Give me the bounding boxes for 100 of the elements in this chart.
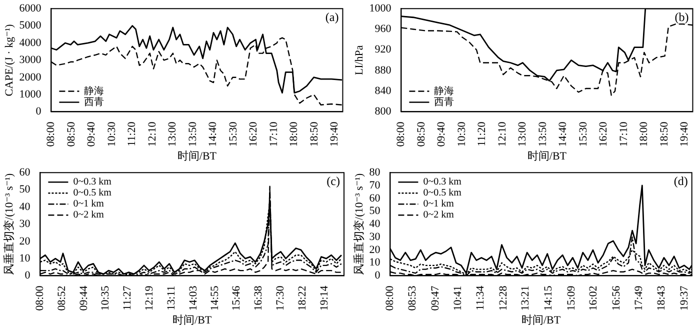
x-tick-label: 10:30	[106, 121, 118, 147]
x-tick-label: 16:02	[588, 286, 600, 311]
x-tick-label: 14:40	[207, 121, 220, 147]
x-tick-label: 18:22	[296, 286, 309, 311]
y-tick-label: 920	[374, 44, 392, 56]
x-tick-label: 11:20	[126, 121, 138, 146]
x-tick-label: 09:40	[86, 121, 98, 147]
x-tick-label: 14:40	[557, 121, 570, 147]
y-tick-label: 0	[374, 270, 381, 282]
x-tick-label: 16:38	[252, 285, 265, 311]
x-tick-label: 10:35	[99, 285, 112, 311]
y-tick-label: 40	[369, 218, 381, 230]
y-tick-label: 20	[369, 244, 381, 256]
x-tick-label: 12:10	[146, 121, 158, 147]
x-tick-label: 14:55	[209, 285, 222, 311]
x-tick-label: 18:00	[638, 121, 650, 147]
x-tick-label: 15:30	[227, 121, 240, 147]
x-tick-label: 15:30	[577, 121, 590, 147]
x-tick-label: 13:50	[186, 121, 199, 147]
x-tick-label: 08:52	[56, 286, 68, 311]
y-axis-title: LI/hPa	[353, 45, 366, 76]
x-tick-label: 15:09	[565, 285, 578, 311]
x-tick-label: 17:49	[632, 285, 645, 311]
y-tick-label: 960	[374, 23, 392, 36]
x-tick-label: 13:50	[536, 121, 549, 147]
legend-label: 0~0.3 km	[73, 176, 112, 188]
legend-label: 静海	[434, 84, 454, 97]
y-tick-label: 30	[19, 218, 31, 230]
y-tick-label: 80	[369, 166, 381, 178]
legend-label: 西青	[434, 96, 454, 108]
x-tick-label: 18:00	[288, 121, 300, 147]
x-tick-label: 12:28	[497, 285, 510, 311]
x-tick-label: 19:40	[678, 121, 691, 147]
x-tick-label: 19:37	[678, 285, 691, 311]
annotation: (c)	[326, 174, 340, 188]
y-axis-title: 风垂直切变/(10⁻³ s⁻¹)	[2, 173, 16, 275]
x-tick-label: 08:00	[395, 121, 408, 147]
y-tick-label: 10	[369, 256, 381, 269]
y-tick-label: 1000	[19, 88, 42, 100]
y-tick-label: 20	[19, 235, 31, 248]
y-tick-label: 840	[374, 85, 392, 98]
legend-label: 西青	[84, 96, 104, 108]
legend-label: 0~1 km	[423, 198, 454, 210]
x-tick-label: 18:50	[658, 121, 670, 147]
y-tick-label: 60	[19, 166, 31, 178]
x-tick-label: 12:10	[496, 121, 508, 147]
x-axis-title: 时间/BT	[527, 149, 567, 162]
x-tick-label: 08:00	[384, 285, 396, 311]
y-tick-label: 5000	[19, 20, 42, 32]
y-tick-label: 30	[369, 230, 381, 243]
y-axis-title: CAPE/(J · kg⁻¹)	[3, 24, 16, 96]
y-tick-label: 50	[369, 205, 381, 218]
x-axis-title: 时间/BT	[172, 313, 212, 326]
y-tick-label: 50	[19, 184, 31, 196]
annotation: (a)	[325, 10, 339, 24]
x-tick-label: 17:30	[274, 285, 287, 311]
x-tick-label: 10:41	[452, 286, 464, 311]
x-tick-label: 18:43	[656, 285, 668, 311]
x-tick-label: 08:00	[45, 121, 58, 147]
y-tick-label: 0	[24, 270, 31, 282]
x-tick-label: 08:50	[415, 121, 428, 147]
x-tick-label: 11:27	[121, 285, 134, 310]
x-tick-label: 14:15	[542, 285, 555, 311]
y-tick-label: 60	[369, 192, 381, 204]
x-tick-label: 13:21	[520, 286, 532, 311]
y-axis-title: 风垂直切变/(10⁻³ s⁻¹)	[352, 173, 366, 275]
x-tick-label: 08:50	[65, 121, 78, 147]
legend-label: 0~1 km	[73, 198, 104, 210]
x-tick-label: 17:10	[618, 121, 630, 147]
x-tick-label: 09:47	[429, 285, 442, 311]
y-tick-label: 0	[36, 106, 42, 118]
x-tick-label: 18:50	[308, 121, 320, 147]
y-tick-label: 1000	[369, 2, 392, 14]
x-tick-label: 08:00	[34, 285, 46, 311]
legend-label: 0~2 km	[423, 210, 454, 221]
x-tick-label: 14:03	[187, 285, 200, 311]
y-tick-label: 4000	[19, 36, 42, 49]
x-axis-title: 时间/BT	[521, 313, 561, 326]
y-tick-label: 6000	[19, 2, 42, 14]
x-tick-label: 13:00	[166, 121, 179, 147]
x-tick-label: 11:20	[476, 121, 488, 146]
y-tick-label: 800	[374, 106, 392, 118]
x-tick-label: 16:20	[598, 121, 610, 147]
legend-label: 0~0.5 km	[73, 188, 112, 199]
x-tick-label: 12:19	[143, 285, 156, 311]
x-tick-label: 16:20	[248, 121, 260, 147]
y-tick-label: 40	[19, 200, 31, 213]
x-tick-label: 10:30	[456, 121, 468, 147]
legend-label: 0~0.5 km	[423, 188, 462, 199]
x-tick-label: 09:44	[78, 285, 90, 311]
x-tick-label: 19:40	[328, 121, 341, 147]
legend-label: 0~0.3 km	[423, 176, 462, 188]
legend-label: 0~2 km	[73, 210, 104, 221]
x-tick-label: 16:56	[610, 285, 623, 311]
annotation: (d)	[674, 174, 688, 188]
y-tick-label: 2000	[19, 71, 42, 84]
x-tick-label: 09:40	[436, 121, 448, 147]
x-tick-label: 11:34	[474, 285, 486, 310]
y-tick-label: 880	[374, 64, 392, 76]
x-axis-title: 时间/BT	[177, 149, 217, 162]
